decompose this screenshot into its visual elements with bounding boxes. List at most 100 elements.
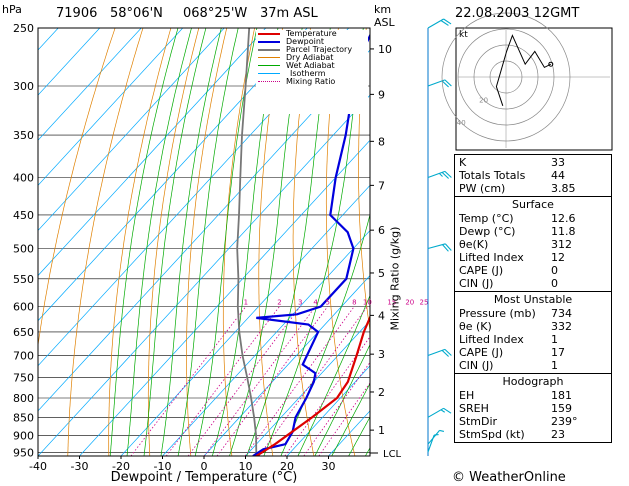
station-elevation: 37m ASL (260, 6, 318, 21)
most-unstable-label: Pressure (mb) (459, 307, 536, 320)
surface-label: Temp (°C) (459, 212, 514, 225)
skewt-grid (38, 28, 370, 456)
legend-swatch (258, 73, 280, 74)
surface-table: Surface Temp (°C) 12.6 Dewp (°C) 11.8 θe(K… (454, 197, 612, 292)
parcel-trajectory (236, 28, 258, 456)
height-tick-label: 9 (378, 88, 385, 101)
mixing-ratio-line (258, 306, 368, 456)
surface-label: Lifted Index (459, 251, 524, 264)
wind-barb (427, 243, 452, 252)
legend-label: Temperature (286, 29, 337, 38)
index-value: 3.85 (551, 182, 576, 195)
height-tick-label: 5 (378, 267, 385, 280)
legend-label: Isotherm (290, 69, 326, 78)
temp-tick-label: -20 (112, 460, 130, 473)
temp-tick-label: -30 (71, 460, 89, 473)
pressure-tick-label: 400 (13, 172, 34, 185)
most-unstable-row: CIN (J) 1 (459, 359, 607, 372)
legend-item-wet-adiabat: Wet Adiabat (256, 62, 368, 70)
wind-barb (427, 79, 452, 88)
most-unstable-value: 1 (551, 333, 558, 346)
pressure-tick-label: 250 (13, 22, 34, 35)
dry-adiabat (222, 28, 255, 456)
legend-item-dry-adiabat: Dry Adiabat (256, 54, 368, 62)
wind-barb (427, 18, 452, 29)
isotherm (79, 139, 370, 456)
dry-adiabat (147, 28, 200, 456)
wind-barb (427, 170, 452, 179)
surface-label: Dewp (°C) (459, 225, 516, 238)
legend: Temperature Dewpoint Parcel Trajectory D… (256, 30, 368, 114)
most-unstable-label: CIN (J) (459, 359, 494, 372)
mixing-ratio-line (130, 306, 247, 456)
mixing-ratio-tick-label: 5 (326, 298, 330, 306)
temp-tick-label: 30 (322, 460, 336, 473)
legend-item-parcel: Parcel Trajectory (256, 46, 368, 54)
mixing-ratio-tick-label: 1 (244, 298, 248, 306)
pressure-tick-label: 950 (13, 447, 34, 460)
units-km: km (374, 3, 392, 16)
legend-swatch (258, 57, 280, 58)
mixing-ratio-tick-label: 4 (313, 298, 318, 306)
dry-adiabat (358, 28, 370, 334)
legend-swatch (258, 41, 280, 43)
height-tick-label: 2 (378, 386, 385, 399)
legend-label: Parcel Trajectory (286, 45, 353, 54)
most-unstable-row: CAPE (J) 17 (459, 346, 607, 359)
legend-label: Wet Adiabat (286, 61, 335, 70)
dry-adiabat (186, 28, 228, 456)
hodograph-title: Hodograph (502, 375, 564, 388)
station-id: 71906 (56, 6, 98, 21)
temp-tick-label: 10 (239, 460, 253, 473)
wind-barb (427, 348, 452, 357)
surface-row: Lifted Index 12 (459, 251, 607, 264)
wet-adiabat (143, 28, 207, 456)
wet-adiabat (160, 28, 222, 456)
skewt-traces (236, 28, 370, 456)
mixing-ratio-line (203, 306, 316, 456)
dry-adiabat (292, 28, 315, 456)
index-label: PW (cm) (459, 182, 506, 195)
station-lat: 58°06'N (110, 6, 163, 21)
mixing-ratio-line (318, 382, 370, 456)
mixing-ratio-tick-label: 20 (405, 298, 414, 306)
mixing-ratio-line (244, 306, 355, 456)
mixing-ratio-axis-label: Mixing Ratio (g/kg) (388, 226, 402, 331)
surface-value: 0 (551, 264, 558, 277)
surface-row: θe(K) 312 (459, 238, 607, 251)
most-unstable-label: θe (K) (459, 320, 492, 333)
pressure-tick-label: 300 (13, 80, 34, 93)
dry-adiabat (108, 28, 172, 456)
legend-label: Dry Adiabat (286, 53, 334, 62)
wet-adiabat (331, 382, 370, 456)
most-unstable-value: 17 (551, 346, 565, 359)
hodograph-label: SREH (459, 402, 489, 415)
dry-adiabat (258, 28, 283, 456)
hodograph-units-label: kt (459, 30, 468, 40)
legend-swatch (258, 81, 280, 82)
most-unstable-title: Most Unstable (493, 293, 573, 306)
height-tick-label: 3 (378, 348, 385, 361)
hodograph-value: 239° (551, 415, 578, 428)
lcl-label: LCL (383, 449, 402, 460)
hodograph-row: SREH 159 (459, 402, 607, 415)
pressure-tick-label: 650 (13, 326, 34, 339)
wind-barbs (427, 18, 452, 456)
temperature-trace (255, 314, 370, 456)
most-unstable-row: θe (K) 332 (459, 320, 607, 333)
credit: © WeatherOnline (452, 470, 566, 485)
most-unstable-row: Lifted Index 1 (459, 333, 607, 346)
units-hpa: hPa (2, 3, 22, 16)
surface-value: 0 (551, 277, 558, 290)
legend-label: Mixing Ratio (286, 77, 336, 86)
surface-row: Temp (°C) 12.6 (459, 212, 607, 225)
wind-barb (427, 407, 452, 418)
station-lon: 068°25'W (183, 6, 248, 21)
legend-item-dewpoint: Dewpoint (256, 38, 368, 46)
height-tick-label: 6 (378, 224, 385, 237)
most-unstable-value: 332 (551, 320, 572, 333)
surface-row: CIN (J) 0 (459, 277, 607, 290)
mixing-ratio-tick-label: 10 (363, 298, 372, 306)
